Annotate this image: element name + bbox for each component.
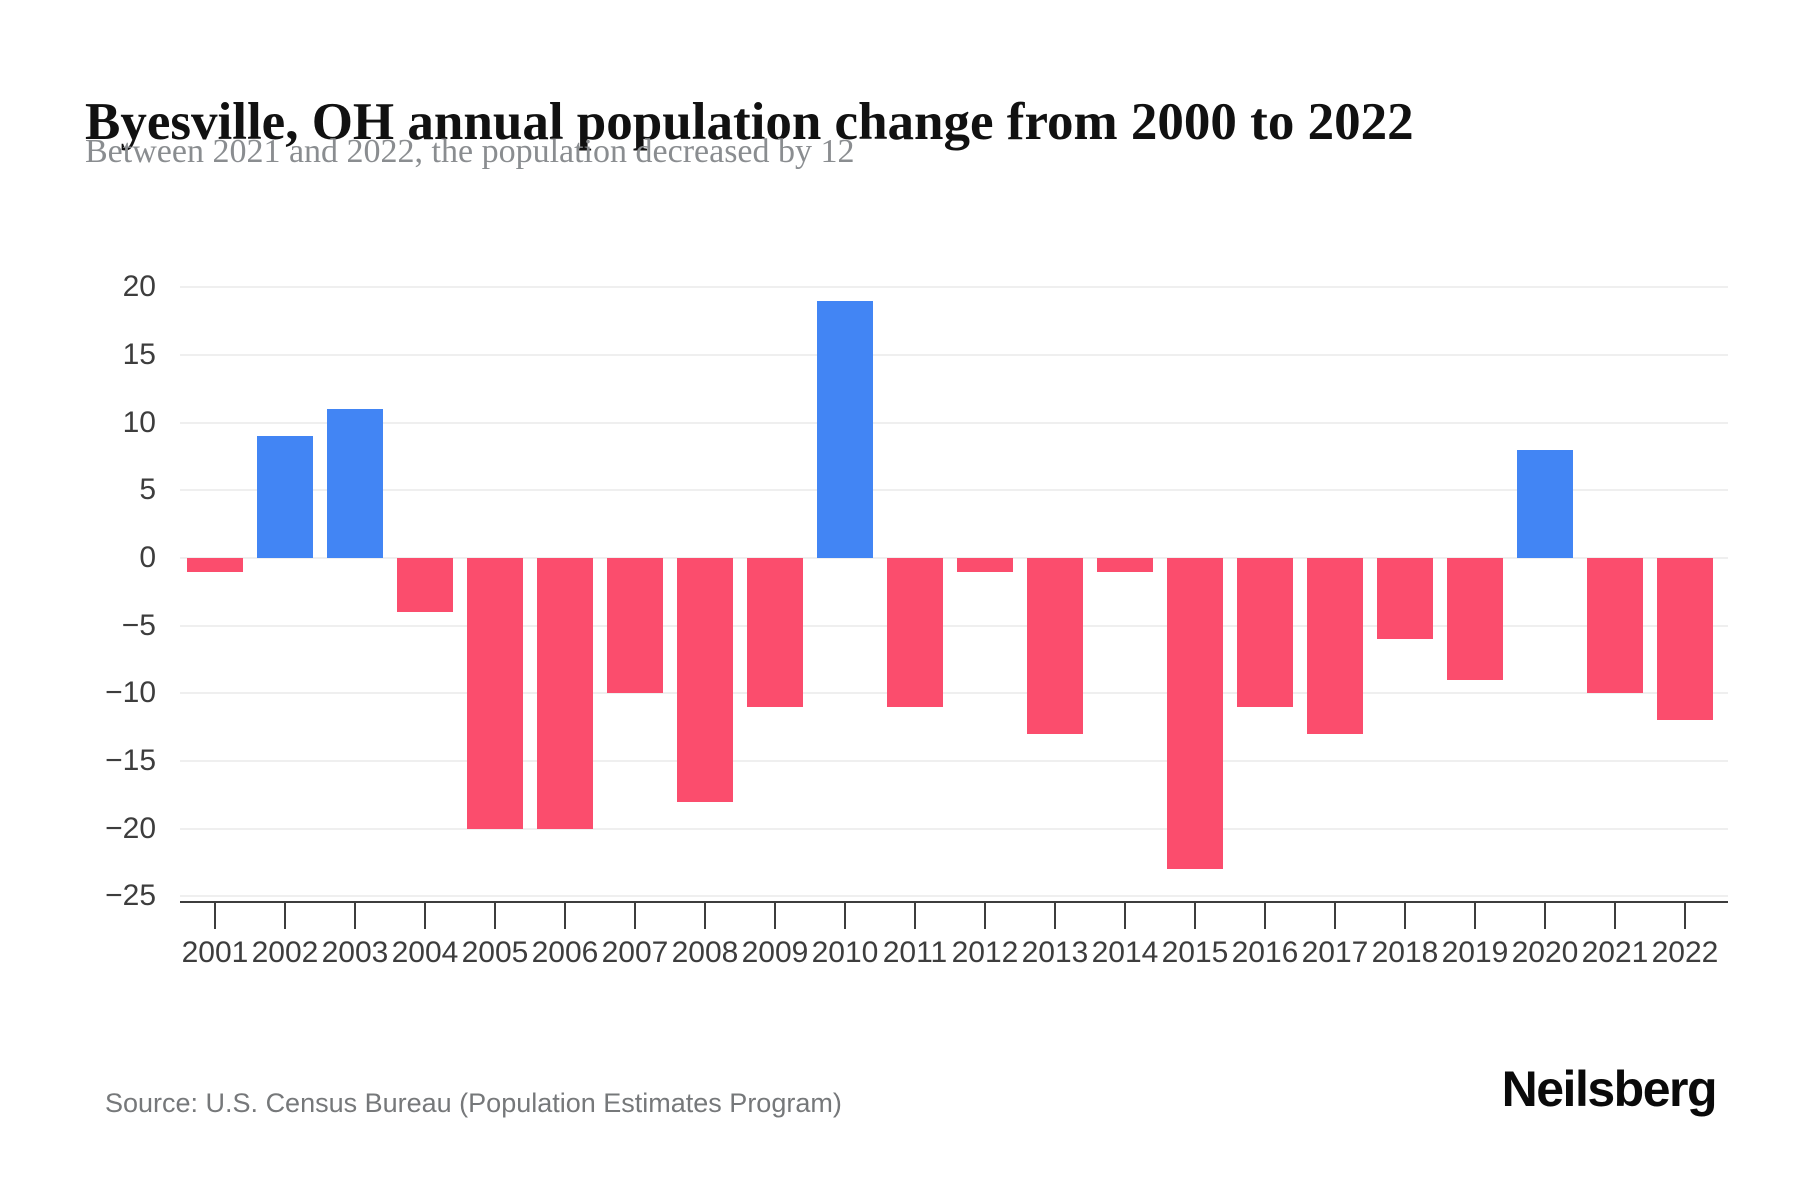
- x-tick-label-2020: 2020: [1511, 936, 1579, 969]
- x-axis-tick-2004: [424, 901, 426, 929]
- x-axis-tick-2012: [984, 901, 986, 929]
- bar-2019[interactable]: [1447, 558, 1503, 680]
- bar-2003[interactable]: [327, 409, 383, 558]
- y-tick-label--10: −10: [105, 676, 156, 710]
- x-tick-label-2010: 2010: [811, 936, 879, 969]
- page-title: Byesville, OH annual population change f…: [85, 92, 1414, 151]
- x-axis-tick-2005: [494, 901, 496, 929]
- bar-2014[interactable]: [1097, 558, 1153, 572]
- x-axis-tick-2015: [1194, 901, 1196, 929]
- x-tick-label-2017: 2017: [1301, 936, 1369, 969]
- x-axis-tick-2009: [774, 901, 776, 929]
- x-tick-label-2019: 2019: [1441, 936, 1509, 969]
- bar-2002[interactable]: [257, 436, 313, 558]
- x-tick-label-2005: 2005: [461, 936, 529, 969]
- x-axis-line: [180, 901, 1728, 903]
- x-tick-label-2002: 2002: [251, 936, 319, 969]
- gridline-y-15: [180, 354, 1728, 357]
- x-tick-label-2012: 2012: [951, 936, 1019, 969]
- x-axis-tick-2018: [1404, 901, 1406, 929]
- y-tick-label--15: −15: [105, 743, 156, 777]
- y-tick-label-15: 15: [122, 338, 156, 372]
- y-tick-label-5: 5: [139, 473, 156, 507]
- x-tick-label-2021: 2021: [1581, 936, 1649, 969]
- y-tick-label--5: −5: [121, 608, 156, 642]
- y-tick-label--20: −20: [105, 811, 156, 845]
- x-tick-label-2022: 2022: [1651, 936, 1719, 969]
- gridline-y-5: [180, 489, 1728, 492]
- bar-2012[interactable]: [957, 558, 1013, 572]
- bar-2015[interactable]: [1167, 558, 1223, 870]
- bar-2010[interactable]: [817, 300, 873, 558]
- x-tick-label-2008: 2008: [671, 936, 739, 969]
- x-axis-tick-2007: [634, 901, 636, 929]
- bar-2001[interactable]: [187, 558, 243, 572]
- bar-2013[interactable]: [1027, 558, 1083, 734]
- gridline-y--10: [180, 692, 1728, 695]
- x-axis-tick-2008: [704, 901, 706, 929]
- gridline-y-20: [180, 286, 1728, 289]
- x-axis-tick-2010: [844, 901, 846, 929]
- bar-2006[interactable]: [537, 558, 593, 829]
- bar-2016[interactable]: [1237, 558, 1293, 707]
- bar-2011[interactable]: [887, 558, 943, 707]
- bar-2005[interactable]: [467, 558, 523, 829]
- bar-2009[interactable]: [747, 558, 803, 707]
- bar-2018[interactable]: [1377, 558, 1433, 640]
- y-tick-label-0: 0: [139, 541, 156, 574]
- x-axis-tick-2022: [1684, 901, 1686, 929]
- x-tick-label-2006: 2006: [531, 936, 599, 969]
- x-tick-label-2013: 2013: [1021, 936, 1089, 969]
- x-axis-tick-2013: [1054, 901, 1056, 929]
- x-axis-tick-2001: [214, 901, 216, 929]
- x-tick-label-2007: 2007: [601, 936, 669, 969]
- x-axis-tick-2017: [1334, 901, 1336, 929]
- x-tick-label-2018: 2018: [1371, 936, 1439, 969]
- page-subtitle: Between 2021 and 2022, the population de…: [85, 133, 855, 170]
- gridline-y--25: [180, 895, 1728, 898]
- x-axis-tick-2014: [1124, 901, 1126, 929]
- x-axis-tick-2016: [1264, 901, 1266, 929]
- bar-2021[interactable]: [1587, 558, 1643, 694]
- bar-2008[interactable]: [677, 558, 733, 802]
- y-tick-label-20: 20: [122, 270, 156, 304]
- gridline-y--5: [180, 624, 1728, 627]
- x-axis-tick-2003: [354, 901, 356, 929]
- gridline-y--15: [180, 759, 1728, 762]
- x-axis-tick-2002: [284, 901, 286, 929]
- brand-logo[interactable]: Neilsberg: [1501, 1061, 1718, 1117]
- y-tick-label-10: 10: [122, 405, 156, 439]
- x-tick-label-2014: 2014: [1091, 936, 1159, 969]
- x-tick-label-2011: 2011: [882, 936, 948, 969]
- x-tick-label-2015: 2015: [1161, 936, 1229, 969]
- bar-2007[interactable]: [607, 558, 663, 694]
- x-tick-label-2009: 2009: [741, 936, 809, 969]
- x-axis-tick-2021: [1614, 901, 1616, 929]
- x-tick-label-2003: 2003: [321, 936, 389, 969]
- source-note: Source: U.S. Census Bureau (Population E…: [105, 1088, 842, 1118]
- bar-2017[interactable]: [1307, 558, 1363, 734]
- x-tick-label-2001: 2001: [181, 936, 249, 969]
- x-axis-tick-2011: [914, 901, 916, 929]
- x-tick-label-2016: 2016: [1231, 936, 1299, 969]
- gridline-y--20: [180, 827, 1728, 830]
- y-tick-label--25: −25: [105, 879, 156, 913]
- x-tick-label-2004: 2004: [391, 936, 459, 969]
- bar-2004[interactable]: [397, 558, 453, 613]
- x-axis-tick-2006: [564, 901, 566, 929]
- gridline-y-10: [180, 421, 1728, 424]
- bar-2020[interactable]: [1517, 449, 1573, 558]
- x-axis-tick-2019: [1474, 901, 1476, 929]
- gridline-y-0: [180, 557, 1728, 559]
- x-axis-tick-2020: [1544, 901, 1546, 929]
- bar-2022[interactable]: [1657, 558, 1713, 721]
